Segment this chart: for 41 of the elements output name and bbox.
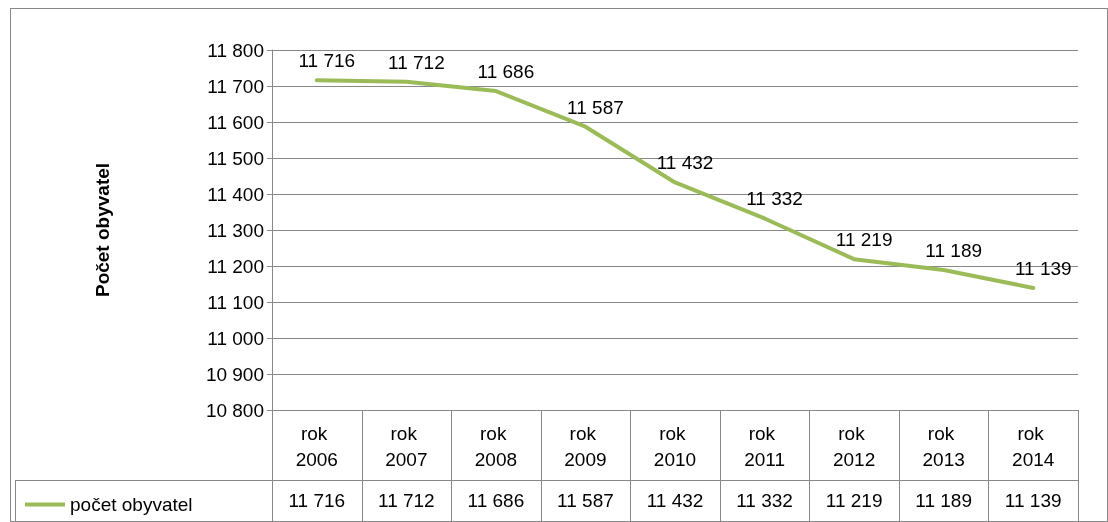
data-label: 11 686 — [466, 490, 526, 512]
x-tick-label: rok 2009 — [564, 422, 607, 470]
x-tick-label: rok 2013 — [922, 422, 965, 470]
data-label: 11 716 — [287, 490, 347, 512]
x-tick-label: rok 2007 — [385, 422, 428, 470]
data-label: 11 139 — [1003, 490, 1063, 512]
text: 11 587 — [567, 96, 624, 118]
data-label: 11 219 — [824, 490, 884, 512]
legend-label: počet obyvatel — [70, 494, 193, 515]
y-tick-label: 11 400 — [207, 183, 264, 205]
x-tick-label: rok 2012 — [832, 422, 876, 470]
text: 11 716 — [298, 50, 356, 72]
y-tick-label: 11 000 — [207, 327, 264, 349]
text: 11 332 — [746, 188, 803, 210]
y-tick-label: 11 300 — [207, 219, 264, 241]
x-tick-label: rok 2006 — [295, 422, 338, 470]
x-tick-label: rok 2010 — [653, 422, 697, 470]
line-series — [314, 78, 1036, 290]
y-tick-label: 11 100 — [207, 291, 264, 313]
text: 11 189 — [925, 239, 983, 261]
y-tick-label: 11 700 — [207, 75, 264, 97]
x-tick-label: rok 2011 — [744, 422, 785, 470]
x-tick-label: rok 2014 — [1012, 422, 1055, 470]
data-label: 11 332 — [735, 490, 794, 512]
y-tick-label: 10 900 — [205, 363, 264, 385]
text: 11 432 — [656, 152, 714, 174]
y-axis-title: Počet obyvatel — [92, 162, 113, 298]
y-tick-label: 10 800 — [205, 399, 264, 421]
data-label: 11 189 — [914, 490, 973, 512]
data-label: 11 712 — [376, 490, 436, 512]
x-tick-label: rok 2008 — [474, 422, 518, 470]
data-label: 11 587 — [556, 490, 615, 512]
text: 11 219 — [835, 229, 893, 251]
y-tick-label: 11 800 — [207, 39, 264, 61]
text: 11 139 — [1014, 257, 1072, 279]
y-tick-label: 11 500 — [207, 147, 264, 169]
y-tick-label: 11 600 — [207, 111, 264, 133]
text: 11 686 — [477, 61, 535, 83]
y-tick-label: 11 200 — [207, 255, 264, 277]
text: 11 712 — [387, 51, 445, 73]
data-label: 11 432 — [645, 490, 705, 512]
